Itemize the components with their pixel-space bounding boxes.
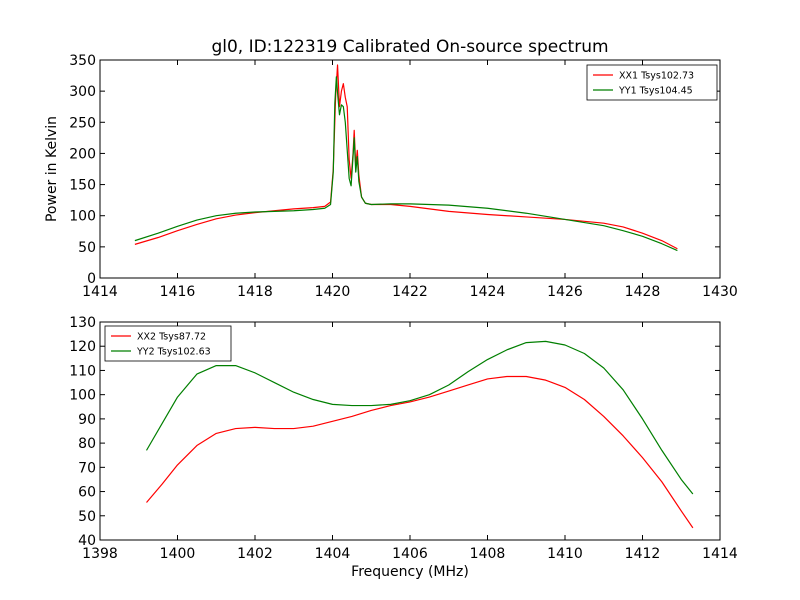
legend: XX1 Tsys102.73 YY1 Tsys104.45 [586, 64, 718, 101]
legend: XX2 Tsys87.72 YY2 Tsys102.63 [104, 325, 232, 362]
legend-label-1: XX1 Tsys102.73 [619, 71, 694, 82]
y-tick-label: 50 [78, 509, 96, 525]
chart-title: gl0, ID:122319 Calibrated On-source spec… [211, 37, 608, 57]
legend-label-2: YY1 Tsys104.45 [618, 86, 693, 97]
y-tick-label: 70 [78, 460, 96, 476]
y-tick-label: 0 [87, 271, 96, 287]
x-tick-label: 1416 [160, 284, 196, 300]
y-tick-label: 200 [69, 146, 96, 162]
y-tick-label: 300 [69, 84, 96, 100]
chart-panel-1: 1414 1416 1418 1420 1422 1424 1426 1428 1430 0 50 1… [44, 37, 738, 300]
legend-box [104, 325, 232, 362]
x-tick-label: 1406 [392, 546, 428, 562]
x-tick-label: 1414 [702, 546, 738, 562]
x-axis-label: Frequency (MHz) [351, 564, 469, 580]
x-tick-label: 1424 [470, 284, 506, 300]
y-tick-label: 100 [69, 388, 96, 404]
x-tick-label: 1404 [315, 546, 351, 562]
x-tick-label: 1400 [160, 546, 196, 562]
series-line-1 [146, 375, 694, 529]
y-tick-label: 60 [78, 485, 96, 501]
y-axis-label: Power in Kelvin [44, 116, 60, 222]
x-tick-label: 1422 [392, 284, 428, 300]
y-tick-label: 80 [78, 436, 96, 452]
y-tick-label: 150 [69, 178, 96, 194]
x-tick-label: 1414 [82, 284, 118, 300]
y-tick-label: 350 [69, 53, 96, 69]
series-line-2 [134, 76, 678, 252]
x-tick-label: 1430 [702, 284, 738, 300]
x-tick-label: 1410 [547, 546, 583, 562]
x-tick-label: 1428 [625, 284, 661, 300]
x-tick-label: 1408 [470, 546, 506, 562]
y-tick-label: 120 [69, 339, 96, 355]
x-tick-label: 1418 [237, 284, 273, 300]
y-tick-label: 100 [69, 209, 96, 225]
x-tick-label: 1402 [237, 546, 273, 562]
series-group [134, 64, 678, 252]
y-tick-label: 90 [78, 412, 96, 428]
y-tick-label: 110 [69, 363, 96, 379]
y-tick-label: 250 [69, 115, 96, 131]
y-tick-label: 50 [78, 240, 96, 256]
x-tick-label: 1426 [547, 284, 583, 300]
y-tick-label: 40 [78, 533, 96, 549]
x-tick-label: 1420 [315, 284, 351, 300]
x-tick-label: 1398 [82, 546, 118, 562]
legend-box [586, 64, 718, 101]
y-tick-label: 130 [69, 315, 96, 331]
legend-label-2: YY2 Tsys102.63 [136, 347, 211, 358]
series-group [145, 340, 694, 529]
x-tick-label: 1412 [625, 546, 661, 562]
legend-label-1: XX2 Tsys87.72 [137, 332, 206, 343]
chart-panel-2: 1398 1400 1402 1404 1406 1408 1410 1412 1414 40 50… [69, 315, 738, 580]
series-line-2 [145, 340, 694, 495]
